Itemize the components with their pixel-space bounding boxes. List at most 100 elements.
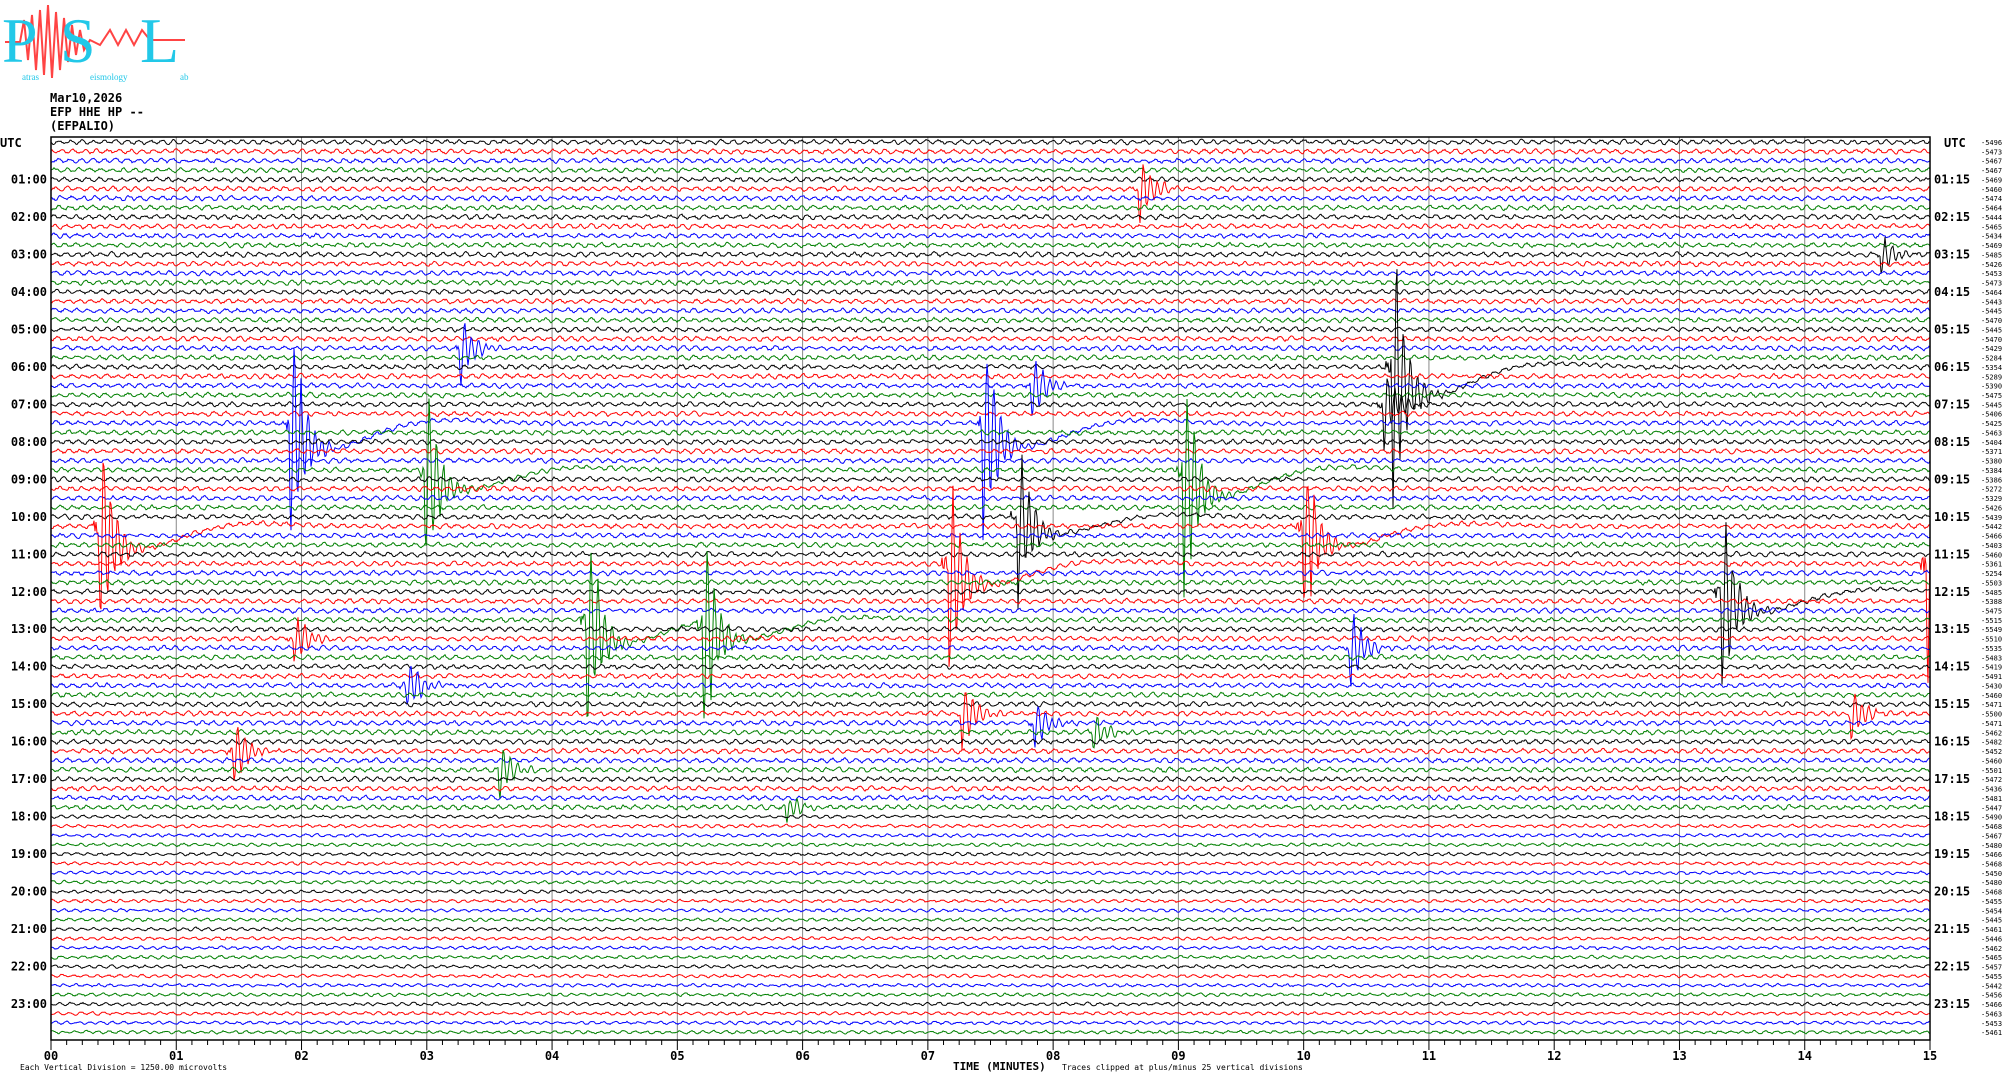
x-tick-label: 15	[1923, 1049, 1937, 1063]
trace-row-29	[50, 410, 1931, 418]
trace-offset-label: -5468	[1981, 823, 2002, 831]
trace-row-15	[50, 279, 1931, 287]
trace-offset-label: -5515	[1981, 617, 2002, 625]
trace-row-13	[50, 260, 1931, 268]
trace-row-63	[50, 716, 1931, 749]
trace-row-61	[50, 692, 1931, 750]
trace-offset-label: -5490	[1981, 814, 2002, 822]
x-tick-label: 07	[921, 1049, 935, 1063]
trace-offset-label: -5404	[1981, 439, 2002, 447]
trace-row-79	[50, 879, 1931, 885]
trace-offset-label: -5471	[1981, 720, 2002, 728]
trace-offset-label: -5460	[1981, 692, 2002, 700]
trace-row-75	[50, 842, 1931, 848]
trace-offset-label: -5272	[1981, 486, 2002, 494]
trace-offset-label: -5289	[1981, 373, 2002, 381]
trace-row-51	[50, 550, 1931, 719]
trace-row-22	[50, 323, 1931, 386]
x-axis-label: TIME (MINUTES)	[953, 1060, 1046, 1073]
trace-offset-label: -5481	[1981, 795, 2002, 803]
trace-row-81	[50, 898, 1931, 904]
left-hour-label: 14:00	[11, 660, 47, 674]
trace-row-38	[50, 494, 1931, 502]
right-hour-label: 22:15	[1934, 960, 1970, 974]
right-hour-label: 09:15	[1934, 472, 1970, 486]
trace-offset-label: -5466	[1981, 851, 2002, 859]
trace-offset-label: -5461	[1981, 1029, 2002, 1037]
trace-offset-label: -5464	[1981, 205, 2002, 213]
trace-row-42	[50, 532, 1931, 540]
trace-row-72	[51, 814, 1931, 820]
x-tick-label: 02	[294, 1049, 308, 1063]
trace-row-58	[50, 665, 1931, 706]
trace-offset-label: -5284	[1981, 355, 2002, 363]
trace-offset-label: -5465	[1981, 954, 2002, 962]
trace-row-24	[50, 269, 1931, 509]
clip-note: Traces clipped at plus/minus 25 vertical…	[1062, 1063, 1303, 1072]
trace-offset-label: -5384	[1981, 467, 2002, 475]
trace-row-12	[50, 237, 1931, 274]
left-hour-label: 08:00	[11, 435, 47, 449]
left-hour-label: 11:00	[11, 547, 47, 561]
trace-row-91	[50, 992, 1931, 998]
trace-row-92	[50, 1001, 1931, 1007]
trace-row-76	[50, 851, 1931, 857]
trace-offset-label: -5403	[1981, 542, 2002, 550]
trace-row-1	[50, 147, 1931, 155]
trace-offset-label: -5460	[1981, 186, 2002, 194]
trace-offset-label: -5501	[1981, 767, 2002, 775]
trace-offset-label: -5467	[1981, 832, 2002, 840]
trace-offset-label: -5390	[1981, 383, 2002, 391]
right-hour-label: 04:15	[1934, 285, 1970, 299]
trace-offset-label: -5439	[1981, 514, 2002, 522]
left-hour-label: 01:00	[11, 172, 47, 186]
trace-row-7	[50, 204, 1931, 212]
trace-offset-label: -5491	[1981, 673, 2002, 681]
header-date: Mar10,2026	[50, 91, 123, 105]
trace-offset-label: -5329	[1981, 495, 2002, 503]
header-channel: EFP HHE HP --	[50, 105, 144, 119]
trace-offset-label: -5442	[1981, 523, 2002, 531]
right-hour-label: 16:15	[1934, 735, 1970, 749]
right-hour-label: 17:15	[1934, 772, 1970, 786]
trace-offset-label: -5380	[1981, 458, 2002, 466]
x-tick-label: 09	[1171, 1049, 1185, 1063]
trace-offset-label: -5469	[1981, 176, 2002, 184]
trace-row-41	[50, 462, 1931, 610]
left-hour-label: 07:00	[11, 397, 47, 411]
trace-row-95	[50, 1029, 1931, 1035]
trace-row-53	[50, 617, 1931, 662]
right-axis-title: UTC	[1944, 136, 1966, 150]
trace-offset-label: -5419	[1981, 664, 2002, 672]
trace-row-94	[50, 1020, 1931, 1026]
left-hour-label: 10:00	[11, 510, 47, 524]
trace-offset-label: -5485	[1981, 589, 2002, 597]
trace-offset-label: -5445	[1981, 326, 2002, 334]
trace-offset-label: -5480	[1981, 842, 2002, 850]
logo-text-ab: ab	[180, 72, 189, 82]
trace-offset-label: -5470	[1981, 336, 2002, 344]
x-tick-label: 11	[1422, 1049, 1436, 1063]
trace-row-46	[50, 569, 1931, 577]
trace-row-34	[50, 456, 1931, 465]
trace-offset-label: -5473	[1981, 280, 2002, 288]
trace-offset-label: -5447	[1981, 804, 2002, 812]
trace-row-49	[50, 597, 1931, 605]
right-hour-label: 07:15	[1934, 397, 1970, 411]
trace-row-69	[50, 785, 1931, 792]
trace-row-59	[50, 691, 1931, 699]
trace-offset-label: -5455	[1981, 898, 2002, 906]
trace-row-18	[50, 307, 1931, 315]
trace-offset-label: -5452	[1981, 748, 2002, 756]
trace-row-65	[50, 726, 1931, 781]
trace-row-43	[50, 541, 1931, 549]
trace-row-2	[50, 157, 1931, 165]
trace-row-37	[50, 485, 1931, 493]
left-hour-label: 19:00	[11, 847, 47, 861]
trace-offset-label: -5460	[1981, 551, 2002, 559]
seismic-traces	[50, 138, 1931, 1035]
trace-row-30	[50, 348, 1931, 541]
trace-offset-label: -5485	[1981, 251, 2002, 259]
trace-offset-label: -5426	[1981, 504, 2002, 512]
